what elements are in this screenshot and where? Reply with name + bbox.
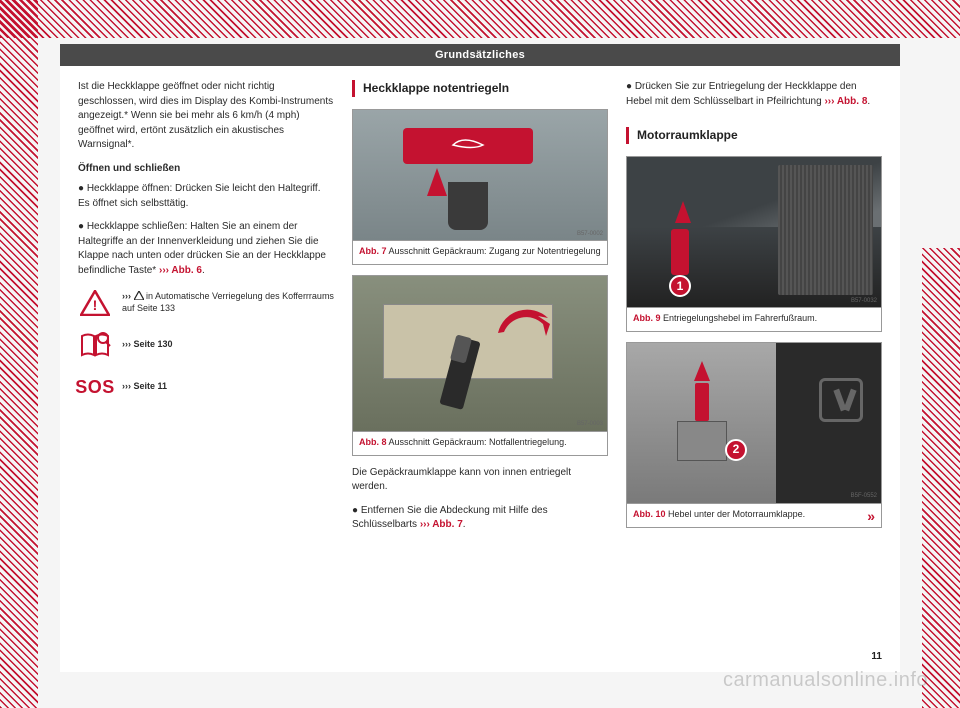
figure-8-image: B57-0003 bbox=[353, 276, 607, 431]
figure-7-text: Ausschnitt Gepäckraum: Zugang zur Notent… bbox=[387, 246, 601, 256]
figure-9-text: Entriegelungshebel im Fahrerfußraum. bbox=[661, 313, 818, 323]
figure-9-code: B57-0032 bbox=[851, 297, 877, 306]
warning-icon: ! bbox=[78, 288, 112, 318]
ref-abb7: ››› Abb. 7 bbox=[420, 519, 463, 530]
ref-abb6: ››› Abb. 6 bbox=[159, 265, 202, 276]
page-number: 11 bbox=[871, 651, 882, 662]
col2-p1: Die Gepäckraumklappe kann von innen entr… bbox=[352, 466, 608, 495]
column-3: ● Drücken Sie zur Entriegelung der Heckk… bbox=[626, 80, 882, 542]
figure-10-text: Hebel unter der Motorraumklappe. bbox=[666, 509, 806, 519]
ref-warning: ! ››› in Automatische Verriegelung des K… bbox=[78, 288, 334, 318]
callout-2: 2 bbox=[725, 439, 747, 461]
hatching-top bbox=[0, 0, 960, 38]
continue-icon: » bbox=[867, 507, 875, 525]
svg-text:!: ! bbox=[93, 297, 98, 313]
ref-sos-text: ››› Seite 11 bbox=[122, 381, 167, 393]
ref-manual-text: ››› Seite 130 bbox=[122, 339, 173, 351]
figure-8: B57-0003 Abb. 8 Ausschnitt Gepäckraum: N… bbox=[352, 275, 608, 456]
figure-10-abb: Abb. 10 bbox=[633, 509, 666, 519]
figure-7-image: B57-0002 bbox=[353, 110, 607, 240]
figure-10-image: 2 B5F-0552 bbox=[627, 343, 881, 503]
figure-7-code: B57-0002 bbox=[577, 230, 603, 239]
figure-10-caption: Abb. 10 Hebel unter der Motorraumklappe.… bbox=[627, 503, 881, 527]
column-layout: Ist die Heckklappe geöffnet oder nicht r… bbox=[60, 66, 900, 542]
reference-box: ! ››› in Automatische Verriegelung des K… bbox=[78, 288, 334, 402]
hatching-right bbox=[922, 248, 960, 708]
bullet-close: ● Heckklappe schließen: Halten Sie an ei… bbox=[78, 220, 334, 278]
figure-10-code: B5F-0552 bbox=[851, 492, 877, 501]
heading-heckklappe: Heckklappe notentriegeln bbox=[352, 80, 608, 97]
figure-8-abb: Abb. 8 bbox=[359, 437, 387, 447]
column-2: Heckklappe notentriegeln B57-0002 Abb. 7… bbox=[352, 80, 608, 542]
figure-8-code: B57-0003 bbox=[577, 420, 603, 429]
figure-9-abb: Abb. 9 bbox=[633, 313, 661, 323]
col3-p1: ● Drücken Sie zur Entriegelung der Heckk… bbox=[626, 80, 882, 109]
figure-10: 2 B5F-0552 Abb. 10 Hebel unter der Motor… bbox=[626, 342, 882, 528]
figure-7: B57-0002 Abb. 7 Ausschnitt Gepäckraum: Z… bbox=[352, 109, 608, 265]
book-icon bbox=[78, 330, 112, 360]
figure-9-caption: Abb. 9 Entriegelungshebel im Fahrerfußra… bbox=[627, 307, 881, 331]
page-header: Grundsätzliches bbox=[60, 44, 900, 66]
figure-7-abb: Abb. 7 bbox=[359, 246, 387, 256]
figure-9: 1 B57-0032 Abb. 9 Entriegelungshebel im … bbox=[626, 156, 882, 332]
hatching-left bbox=[0, 0, 38, 708]
subheading-open-close: Öffnen und schließen bbox=[78, 162, 334, 177]
watermark: carmanualsonline.info bbox=[723, 669, 928, 692]
figure-9-image: 1 B57-0032 bbox=[627, 157, 881, 307]
bullet-open: ● Heckklappe öffnen: Drücken Sie leicht … bbox=[78, 182, 334, 211]
bullet-close-suffix: . bbox=[202, 265, 205, 276]
figure-8-caption: Abb. 8 Ausschnitt Gepäckraum: Notfallent… bbox=[353, 431, 607, 455]
column-1: Ist die Heckklappe geöffnet oder nicht r… bbox=[78, 80, 334, 542]
page-content: Grundsätzliches Ist die Heckklappe geöff… bbox=[60, 44, 900, 672]
sos-icon: SOS bbox=[78, 372, 112, 402]
figure-7-caption: Abb. 7 Ausschnitt Gepäckraum: Zugang zur… bbox=[353, 240, 607, 264]
figure-8-text: Ausschnitt Gepäckraum: Notfallentriegelu… bbox=[387, 437, 567, 447]
ref-warning-pre: ››› bbox=[122, 291, 134, 301]
ref-manual: ››› Seite 130 bbox=[78, 330, 334, 360]
intro-text: Ist die Heckklappe geöffnet oder nicht r… bbox=[78, 80, 334, 153]
ref-sos: SOS ››› Seite 11 bbox=[78, 372, 334, 402]
col2-p2: ● Entfernen Sie die Abdeckung mit Hilfe … bbox=[352, 504, 608, 533]
heading-motorraum: Motorraumklappe bbox=[626, 127, 882, 144]
ref-warning-post: in Automatische Verriegelung des Kofferr… bbox=[122, 291, 334, 313]
ref-abb8: ››› Abb. 8 bbox=[824, 96, 867, 107]
ref-warning-text: ››› in Automatische Verriegelung des Kof… bbox=[122, 291, 334, 314]
